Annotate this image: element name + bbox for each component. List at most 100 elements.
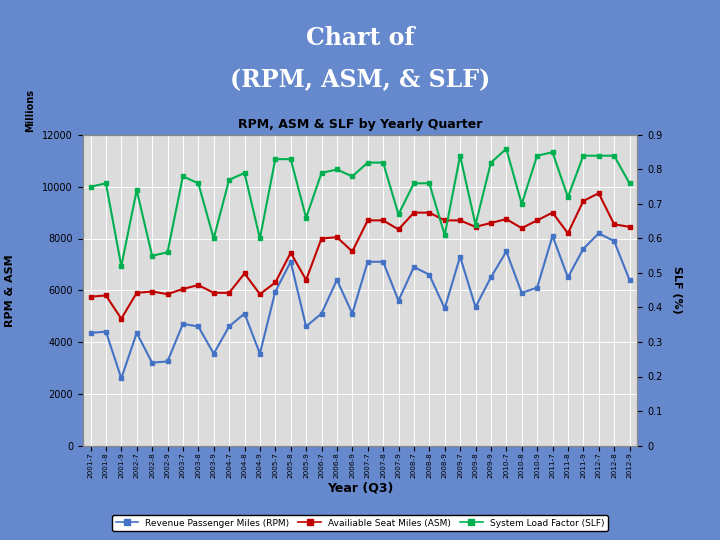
Revenue Passenger Miles (RPM): [318, 310, 326, 317]
Y-axis label: SLF (%): SLF (%): [672, 266, 682, 314]
Line: System Load Factor (SLF): System Load Factor (SLF): [88, 146, 632, 268]
Revenue Passenger Miles (RPM): [333, 276, 341, 283]
Availiable Seat Miles (ASM): [579, 198, 588, 204]
System Load Factor (SLF): [117, 263, 125, 269]
System Load Factor (SLF): [502, 146, 510, 152]
Availiable Seat Miles (ASM): [425, 210, 433, 216]
Availiable Seat Miles (ASM): [487, 220, 495, 226]
Availiable Seat Miles (ASM): [410, 210, 418, 216]
System Load Factor (SLF): [425, 180, 433, 186]
Revenue Passenger Miles (RPM): [456, 253, 464, 260]
System Load Factor (SLF): [194, 180, 202, 186]
System Load Factor (SLF): [102, 180, 110, 186]
System Load Factor (SLF): [287, 156, 295, 163]
Revenue Passenger Miles (RPM): [194, 323, 202, 330]
Availiable Seat Miles (ASM): [318, 235, 326, 242]
Legend: Revenue Passenger Miles (RPM), Availiable Seat Miles (ASM), System Load Factor (: Revenue Passenger Miles (RPM), Availiabl…: [112, 515, 608, 531]
Availiable Seat Miles (ASM): [533, 217, 541, 224]
Availiable Seat Miles (ASM): [225, 289, 233, 296]
Availiable Seat Miles (ASM): [364, 217, 372, 224]
Revenue Passenger Miles (RPM): [441, 305, 449, 312]
Availiable Seat Miles (ASM): [548, 210, 557, 216]
Revenue Passenger Miles (RPM): [533, 285, 541, 291]
System Load Factor (SLF): [302, 214, 310, 221]
Revenue Passenger Miles (RPM): [271, 288, 279, 295]
System Load Factor (SLF): [333, 166, 341, 173]
Availiable Seat Miles (ASM): [86, 293, 95, 300]
Availiable Seat Miles (ASM): [379, 217, 387, 224]
System Load Factor (SLF): [318, 170, 326, 176]
Availiable Seat Miles (ASM): [287, 249, 295, 256]
Availiable Seat Miles (ASM): [148, 288, 156, 295]
Revenue Passenger Miles (RPM): [487, 274, 495, 281]
Availiable Seat Miles (ASM): [210, 289, 218, 296]
Revenue Passenger Miles (RPM): [579, 246, 588, 252]
Revenue Passenger Miles (RPM): [86, 330, 95, 336]
System Load Factor (SLF): [210, 235, 218, 242]
Availiable Seat Miles (ASM): [117, 315, 125, 322]
Revenue Passenger Miles (RPM): [287, 259, 295, 265]
Revenue Passenger Miles (RPM): [379, 259, 387, 265]
Availiable Seat Miles (ASM): [394, 226, 402, 233]
Availiable Seat Miles (ASM): [240, 270, 249, 276]
Availiable Seat Miles (ASM): [502, 216, 510, 222]
System Load Factor (SLF): [163, 249, 172, 255]
Revenue Passenger Miles (RPM): [625, 276, 634, 283]
Availiable Seat Miles (ASM): [595, 190, 603, 197]
Revenue Passenger Miles (RPM): [179, 321, 187, 327]
Line: Availiable Seat Miles (ASM): Availiable Seat Miles (ASM): [88, 191, 632, 321]
Availiable Seat Miles (ASM): [102, 292, 110, 299]
Title: RPM, ASM & SLF by Yearly Quarter: RPM, ASM & SLF by Yearly Quarter: [238, 118, 482, 131]
Availiable Seat Miles (ASM): [348, 248, 356, 255]
System Load Factor (SLF): [595, 152, 603, 159]
System Load Factor (SLF): [564, 194, 572, 200]
System Load Factor (SLF): [86, 184, 95, 190]
System Load Factor (SLF): [548, 149, 557, 156]
Revenue Passenger Miles (RPM): [548, 233, 557, 239]
System Load Factor (SLF): [394, 211, 402, 218]
System Load Factor (SLF): [240, 170, 249, 176]
Revenue Passenger Miles (RPM): [394, 298, 402, 304]
Revenue Passenger Miles (RPM): [595, 230, 603, 237]
System Load Factor (SLF): [132, 187, 141, 193]
System Load Factor (SLF): [625, 180, 634, 186]
Text: Millions: Millions: [25, 89, 35, 132]
Line: Revenue Passenger Miles (RPM): Revenue Passenger Miles (RPM): [88, 231, 632, 381]
Availiable Seat Miles (ASM): [194, 282, 202, 288]
Revenue Passenger Miles (RPM): [210, 350, 218, 357]
System Load Factor (SLF): [410, 180, 418, 186]
Text: Chart of: Chart of: [306, 26, 414, 50]
System Load Factor (SLF): [487, 159, 495, 166]
Revenue Passenger Miles (RPM): [348, 310, 356, 317]
System Load Factor (SLF): [518, 201, 526, 207]
Revenue Passenger Miles (RPM): [564, 274, 572, 281]
Availiable Seat Miles (ASM): [610, 221, 618, 227]
Revenue Passenger Miles (RPM): [225, 323, 233, 330]
Availiable Seat Miles (ASM): [471, 224, 480, 230]
Availiable Seat Miles (ASM): [456, 217, 464, 224]
System Load Factor (SLF): [148, 253, 156, 259]
System Load Factor (SLF): [533, 152, 541, 159]
Revenue Passenger Miles (RPM): [502, 248, 510, 255]
Revenue Passenger Miles (RPM): [148, 360, 156, 366]
Revenue Passenger Miles (RPM): [240, 310, 249, 317]
Revenue Passenger Miles (RPM): [364, 259, 372, 265]
System Load Factor (SLF): [610, 152, 618, 159]
System Load Factor (SLF): [456, 152, 464, 159]
Revenue Passenger Miles (RPM): [610, 238, 618, 244]
System Load Factor (SLF): [271, 156, 279, 163]
System Load Factor (SLF): [348, 173, 356, 180]
Revenue Passenger Miles (RPM): [425, 272, 433, 278]
Availiable Seat Miles (ASM): [625, 224, 634, 230]
Availiable Seat Miles (ASM): [518, 225, 526, 231]
Revenue Passenger Miles (RPM): [102, 328, 110, 335]
Text: (RPM, ASM, & SLF): (RPM, ASM, & SLF): [230, 68, 490, 92]
Revenue Passenger Miles (RPM): [471, 304, 480, 310]
System Load Factor (SLF): [225, 177, 233, 183]
Availiable Seat Miles (ASM): [179, 286, 187, 292]
Revenue Passenger Miles (RPM): [256, 350, 264, 357]
Revenue Passenger Miles (RPM): [163, 358, 172, 365]
Availiable Seat Miles (ASM): [163, 291, 172, 298]
System Load Factor (SLF): [471, 221, 480, 228]
System Load Factor (SLF): [579, 152, 588, 159]
